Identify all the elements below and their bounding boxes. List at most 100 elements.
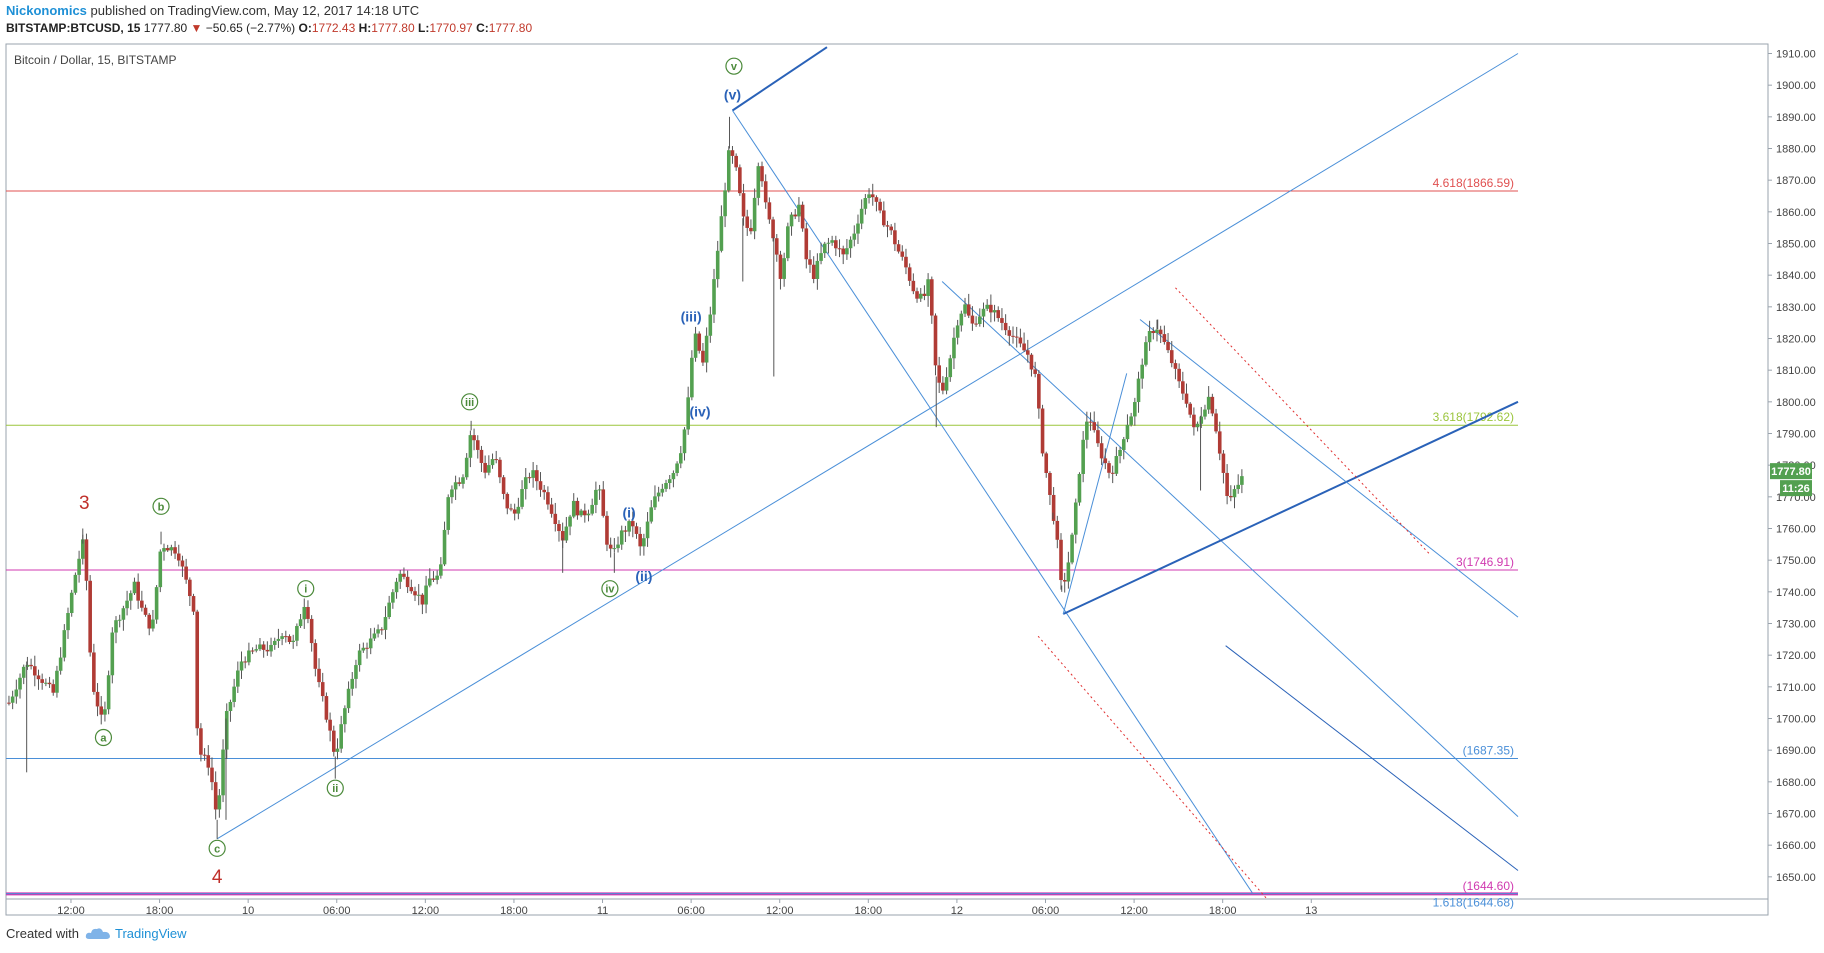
candle-body <box>309 618 314 644</box>
candle-body <box>926 279 930 296</box>
candle-body <box>376 629 380 634</box>
candle-body <box>546 492 550 505</box>
author-link[interactable]: Nickonomics <box>6 3 87 18</box>
candle-body <box>568 516 572 527</box>
candle-body <box>346 688 351 709</box>
candle-body <box>937 365 941 383</box>
candle-body <box>232 686 236 702</box>
candle-body <box>612 548 617 550</box>
candle-body <box>464 457 469 478</box>
fib-level-label: (1644.60) <box>1463 879 1514 893</box>
y-axis-tick-label: 1660.00 <box>1776 840 1816 852</box>
candle-body <box>51 684 56 693</box>
candle-body <box>1037 373 1041 409</box>
candle-body <box>583 510 587 516</box>
candle-body <box>915 291 919 299</box>
candle-body <box>365 647 369 649</box>
candle-body <box>475 440 480 450</box>
candle-body <box>590 504 594 514</box>
candle-body <box>29 664 33 667</box>
candle-body <box>756 166 761 198</box>
candle-body <box>1195 423 1200 428</box>
candle-body <box>18 677 22 690</box>
candle-body <box>394 581 399 593</box>
y-axis-tick-label: 1690.00 <box>1776 745 1816 757</box>
trend-line <box>732 110 1253 893</box>
candle-body <box>14 689 19 697</box>
candle-body <box>140 600 144 608</box>
candle-body <box>885 225 890 227</box>
candle-body <box>601 489 606 516</box>
tradingview-link[interactable]: TradingView <box>114 926 187 941</box>
trend-line <box>1225 645 1519 871</box>
candle-body <box>719 216 724 251</box>
candle-body <box>1062 580 1067 582</box>
y-axis-tick-label: 1900.00 <box>1776 80 1816 92</box>
candle-body <box>409 587 414 592</box>
wave-label-i: i <box>304 584 307 596</box>
candle-body <box>948 358 953 378</box>
candle-body <box>564 526 569 541</box>
candle-body <box>826 242 831 244</box>
candle-body <box>44 682 48 684</box>
candle-body <box>682 429 687 454</box>
ohlc-legend: BITSTAMP:BTCUSD, 15 1777.80 ▼ −50.65 (−2… <box>6 21 532 35</box>
candle-body <box>512 509 517 514</box>
candle-body <box>523 477 528 490</box>
candle-body <box>84 539 89 581</box>
candle-body <box>797 204 801 217</box>
candle-body <box>893 230 897 245</box>
candle-body <box>800 204 805 229</box>
candle-body <box>169 547 174 551</box>
candle-body <box>1192 414 1196 428</box>
candle-body <box>295 626 299 641</box>
y-axis-tick-label: 1820.00 <box>1776 334 1816 346</box>
x-axis-tick-label: 06:00 <box>677 905 705 917</box>
candle-body <box>638 533 642 547</box>
candle-body <box>1066 562 1071 582</box>
candle-body <box>782 258 786 279</box>
wave-label-(iii): (iii) <box>681 308 702 324</box>
candle-body <box>450 489 454 498</box>
wave-label-circle <box>152 497 170 515</box>
candle-body <box>786 226 790 259</box>
channel-dotted-line <box>1037 635 1268 900</box>
candle-body <box>675 463 679 474</box>
candle-body <box>605 515 609 545</box>
trend-line <box>1139 319 1519 618</box>
candle-body <box>667 479 672 483</box>
candle-body <box>121 608 126 620</box>
wave-label-(iv): (iv) <box>689 403 710 419</box>
close-value: 1777.80 <box>488 21 533 35</box>
candle-body <box>224 710 229 750</box>
candle-body <box>752 197 757 232</box>
candle-body <box>92 652 96 692</box>
candle-body <box>1121 439 1126 450</box>
wave-label-c: c <box>214 843 220 855</box>
candle-body <box>339 724 343 749</box>
candle-body <box>287 636 292 642</box>
candle-body <box>985 304 989 309</box>
candle-body <box>180 560 185 567</box>
high-key: H: <box>358 21 372 35</box>
candle-body <box>439 564 443 576</box>
candle-body <box>874 197 879 202</box>
x-axis-tick-label: 12:00 <box>1120 905 1148 917</box>
candle-body <box>1044 453 1049 473</box>
y-axis-tick-label: 1730.00 <box>1776 619 1816 631</box>
candle-body <box>1073 502 1078 535</box>
candle-body <box>738 167 742 194</box>
candle-body <box>413 591 417 596</box>
candle-body <box>184 566 188 580</box>
candle-body <box>498 459 502 478</box>
candle-body <box>302 606 307 620</box>
y-axis-tick-label: 1880.00 <box>1776 144 1816 156</box>
candle-body <box>1188 403 1193 415</box>
trend-line <box>216 53 1519 840</box>
candle-body <box>147 614 152 629</box>
x-axis-tick-label: 12 <box>951 905 963 917</box>
candle-body <box>992 310 997 313</box>
candle-body <box>723 190 727 217</box>
candle-body <box>1229 495 1233 498</box>
